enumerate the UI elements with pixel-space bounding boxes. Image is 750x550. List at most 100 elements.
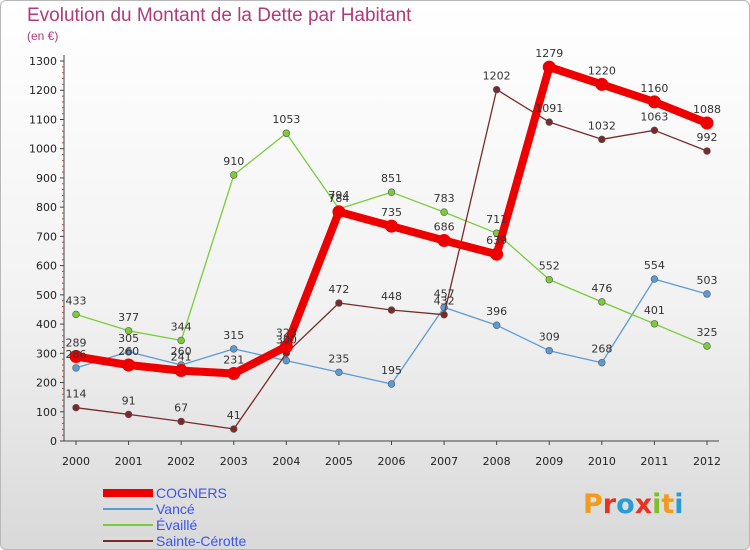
y-tick-label: 0 bbox=[50, 435, 57, 448]
data-label: 1202 bbox=[483, 70, 511, 83]
x-tick-label: 2003 bbox=[220, 455, 248, 468]
data-point bbox=[279, 340, 293, 354]
y-tick-label: 1300 bbox=[29, 55, 57, 68]
data-label: 472 bbox=[328, 283, 349, 296]
data-label: 286 bbox=[66, 348, 87, 361]
data-label: 735 bbox=[381, 206, 402, 219]
y-tick-label: 700 bbox=[36, 230, 57, 243]
data-point bbox=[598, 135, 606, 144]
data-label: 325 bbox=[697, 326, 718, 339]
data-point bbox=[440, 311, 448, 319]
data-point bbox=[440, 208, 448, 216]
series-line-2 bbox=[75, 132, 708, 347]
data-label: 315 bbox=[223, 329, 244, 342]
data-point bbox=[72, 310, 80, 319]
data-point bbox=[72, 403, 80, 412]
x-tick-label: 2006 bbox=[378, 455, 406, 468]
legend-swatch bbox=[103, 489, 153, 497]
data-label: 114 bbox=[66, 388, 87, 401]
data-label: 260 bbox=[171, 345, 192, 358]
data-label: 1091 bbox=[535, 102, 563, 115]
data-label: 457 bbox=[434, 287, 455, 300]
data-label: 344 bbox=[171, 320, 192, 333]
data-point bbox=[124, 410, 133, 419]
legend-swatch bbox=[103, 524, 153, 526]
x-tick-label: 2008 bbox=[483, 455, 511, 468]
legend-swatch bbox=[103, 508, 153, 510]
data-label: 1220 bbox=[588, 64, 616, 77]
y-tick-label: 400 bbox=[36, 318, 57, 331]
data-label: 396 bbox=[486, 305, 507, 318]
data-label: 41 bbox=[227, 409, 241, 422]
data-point bbox=[700, 116, 714, 130]
data-label: 300 bbox=[276, 333, 297, 346]
data-point bbox=[545, 346, 553, 355]
data-point bbox=[545, 275, 553, 284]
x-tick-label: 2009 bbox=[535, 455, 563, 468]
data-label: 476 bbox=[591, 282, 612, 295]
data-label: 1160 bbox=[640, 82, 668, 95]
data-label: 323 bbox=[276, 327, 297, 340]
data-label: 195 bbox=[381, 364, 402, 377]
data-label: 794 bbox=[328, 189, 349, 202]
x-tick-label: 2012 bbox=[693, 455, 721, 468]
legend-label: COGNERS bbox=[156, 485, 227, 501]
data-point bbox=[490, 247, 504, 261]
x-tick-label: 2002 bbox=[167, 455, 195, 468]
legend-label: Sainte-Cérotte bbox=[156, 533, 247, 549]
proxiti-logo: Proxiti bbox=[583, 489, 684, 520]
data-point bbox=[595, 77, 609, 91]
data-point bbox=[703, 342, 711, 350]
data-point bbox=[437, 233, 451, 247]
data-label: 268 bbox=[591, 343, 612, 356]
x-tick-label: 2005 bbox=[325, 455, 353, 468]
data-point bbox=[545, 118, 553, 126]
data-point bbox=[387, 380, 396, 388]
data-point bbox=[387, 306, 396, 314]
data-point bbox=[177, 336, 185, 345]
data-label: 1032 bbox=[588, 119, 616, 132]
data-point bbox=[650, 320, 659, 328]
y-tick-label: 1100 bbox=[29, 113, 57, 126]
data-point bbox=[703, 147, 711, 155]
x-tick-label: 2001 bbox=[115, 455, 143, 468]
data-point bbox=[335, 299, 343, 307]
data-point bbox=[387, 188, 396, 196]
y-tick-label: 500 bbox=[36, 289, 57, 302]
x-tick-label: 2004 bbox=[272, 455, 300, 468]
data-point bbox=[122, 358, 136, 372]
data-label: 305 bbox=[118, 332, 139, 345]
data-label: 639 bbox=[486, 234, 507, 247]
data-label: 1279 bbox=[535, 47, 563, 60]
data-point bbox=[598, 298, 606, 306]
y-tick-label: 300 bbox=[36, 347, 57, 360]
data-label: 241 bbox=[171, 351, 192, 364]
data-label: 552 bbox=[539, 260, 560, 273]
data-point bbox=[650, 275, 659, 283]
legend-swatch bbox=[103, 540, 153, 542]
data-point bbox=[69, 350, 83, 364]
data-label: 432 bbox=[434, 295, 455, 308]
data-label: 686 bbox=[434, 220, 455, 233]
data-point bbox=[332, 205, 346, 219]
data-point bbox=[177, 417, 185, 426]
data-point bbox=[598, 358, 606, 367]
data-label: 309 bbox=[539, 331, 560, 344]
data-label: 235 bbox=[328, 352, 349, 365]
legend-label: Vancé bbox=[156, 501, 195, 517]
chart-title: Evolution du Montant de la Dette par Hab… bbox=[27, 5, 412, 26]
data-point bbox=[282, 129, 291, 137]
data-point bbox=[492, 321, 501, 329]
data-label: 377 bbox=[118, 311, 139, 324]
data-label: 260 bbox=[118, 345, 139, 358]
y-tick-label: 200 bbox=[36, 377, 57, 390]
data-label: 910 bbox=[223, 155, 244, 168]
data-label: 554 bbox=[644, 259, 665, 272]
data-point bbox=[703, 290, 711, 298]
series-line-3 bbox=[75, 88, 708, 430]
y-tick-label: 100 bbox=[36, 406, 57, 419]
data-label: 67 bbox=[174, 401, 188, 414]
data-label: 784 bbox=[328, 192, 349, 205]
